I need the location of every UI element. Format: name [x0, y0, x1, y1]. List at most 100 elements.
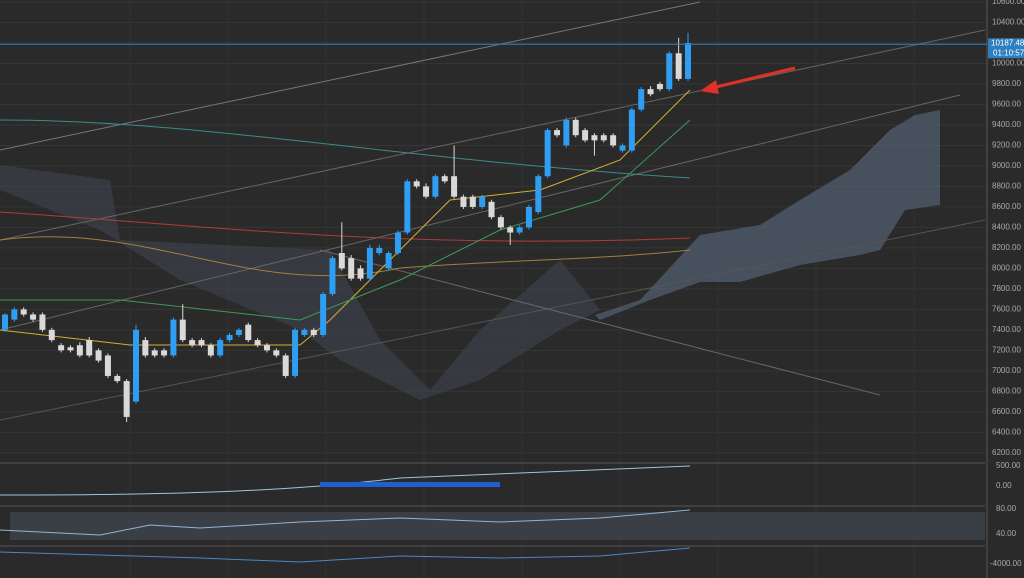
candle-body	[638, 89, 645, 110]
candle-body	[320, 294, 327, 335]
candle-body	[207, 345, 214, 356]
pane-tick: 500.00	[996, 461, 1021, 470]
y-tick-label: 7200.00	[992, 345, 1021, 354]
candle-body	[142, 340, 149, 356]
candle-body	[582, 130, 589, 141]
pane-tick: 40.00	[996, 529, 1017, 538]
candle-body	[292, 329, 299, 376]
candle-body	[647, 89, 654, 95]
candle-body	[254, 340, 261, 346]
candle-body	[366, 247, 373, 279]
y-tick-label: 7800.00	[992, 284, 1021, 293]
candle-body	[226, 334, 233, 341]
trend-line	[0, 1, 701, 151]
ma-line	[0, 119, 691, 179]
rsi-band	[10, 512, 985, 540]
candle-body	[451, 176, 458, 197]
macd-line	[0, 465, 691, 496]
candle-body	[217, 340, 224, 356]
ma-line	[0, 119, 691, 321]
y-tick-label: 9800.00	[992, 79, 1021, 88]
pane-tick: 0.00	[996, 481, 1012, 490]
candle-body	[413, 181, 420, 187]
candle-body	[666, 53, 673, 90]
candle-body	[282, 355, 289, 376]
candle-body	[123, 381, 130, 417]
candle-body	[685, 43, 691, 79]
arrow-head	[700, 80, 719, 94]
candle-body	[301, 329, 308, 335]
candle-body	[30, 314, 37, 320]
candle-body	[376, 247, 383, 254]
candle-body	[600, 135, 607, 141]
y-tick-label: 10000.00	[992, 59, 1024, 68]
candle-body	[525, 206, 532, 228]
y-tick-label: 8400.00	[992, 223, 1021, 232]
candle-body	[507, 227, 514, 233]
candle-body	[516, 227, 523, 233]
candle-body	[610, 135, 617, 146]
candle-body	[11, 309, 18, 320]
candle-body	[245, 324, 252, 341]
candle-body	[554, 130, 561, 136]
candle-body	[235, 329, 242, 335]
countdown: 01:10:57	[993, 48, 1024, 57]
candle-body	[619, 145, 626, 151]
candle-body	[263, 345, 270, 351]
candle-body	[348, 258, 355, 279]
candle-body	[104, 355, 111, 376]
y-tick-label: 7000.00	[992, 366, 1021, 375]
candle-body	[535, 176, 542, 213]
y-tick-label: 8800.00	[992, 182, 1021, 191]
y-tick-label: 6600.00	[992, 407, 1021, 416]
candle-body	[20, 309, 27, 315]
candle-body	[563, 119, 570, 146]
candle-body	[357, 268, 364, 279]
y-tick-label: 6800.00	[992, 386, 1021, 395]
candle-body	[469, 196, 476, 207]
band	[0, 165, 600, 400]
candle-body	[2, 314, 8, 330]
candle-body	[591, 135, 598, 141]
y-tick-label: 7400.00	[992, 325, 1021, 334]
marks	[2, 32, 691, 423]
pane-tick: 80.00	[996, 504, 1017, 513]
candle-body	[423, 186, 430, 197]
candle-body	[441, 176, 448, 182]
candle-body	[76, 345, 83, 356]
candle-body	[132, 329, 139, 402]
y-tick-label: 7600.00	[992, 304, 1021, 313]
candle-body	[67, 347, 74, 351]
last-price-box	[988, 38, 1024, 59]
third-line	[0, 547, 691, 563]
candle-body	[460, 196, 467, 207]
ma-line	[0, 236, 691, 277]
candle-body	[95, 350, 102, 361]
candle-body	[385, 253, 392, 269]
y-tick-label: 10600.00	[992, 0, 1024, 6]
candle-body	[628, 109, 635, 151]
candle-body	[170, 319, 177, 356]
candle-body	[488, 201, 495, 218]
y-tick-label: 9400.00	[992, 120, 1021, 129]
trend-line	[0, 219, 986, 421]
last-price-label: 10187.48	[991, 38, 1024, 47]
candle-body	[189, 340, 196, 346]
y-tick-label: 8600.00	[992, 202, 1021, 211]
trend-line	[319, 249, 881, 396]
candle-body	[329, 258, 336, 294]
candle-body	[39, 314, 46, 330]
candle-body	[58, 345, 65, 351]
candle-body	[394, 232, 401, 254]
y-tick-label: 9000.00	[992, 161, 1021, 170]
candle-body	[497, 217, 504, 228]
macd-histogram	[320, 482, 500, 487]
cloud	[595, 110, 940, 320]
y-tick-label: 6200.00	[992, 448, 1021, 457]
candle-body	[479, 196, 486, 207]
y-tick-label: 6400.00	[992, 427, 1021, 436]
arrow	[711, 66, 796, 90]
y-tick-label: 9600.00	[992, 100, 1021, 109]
pane-tick: -4000.00	[990, 559, 1022, 568]
